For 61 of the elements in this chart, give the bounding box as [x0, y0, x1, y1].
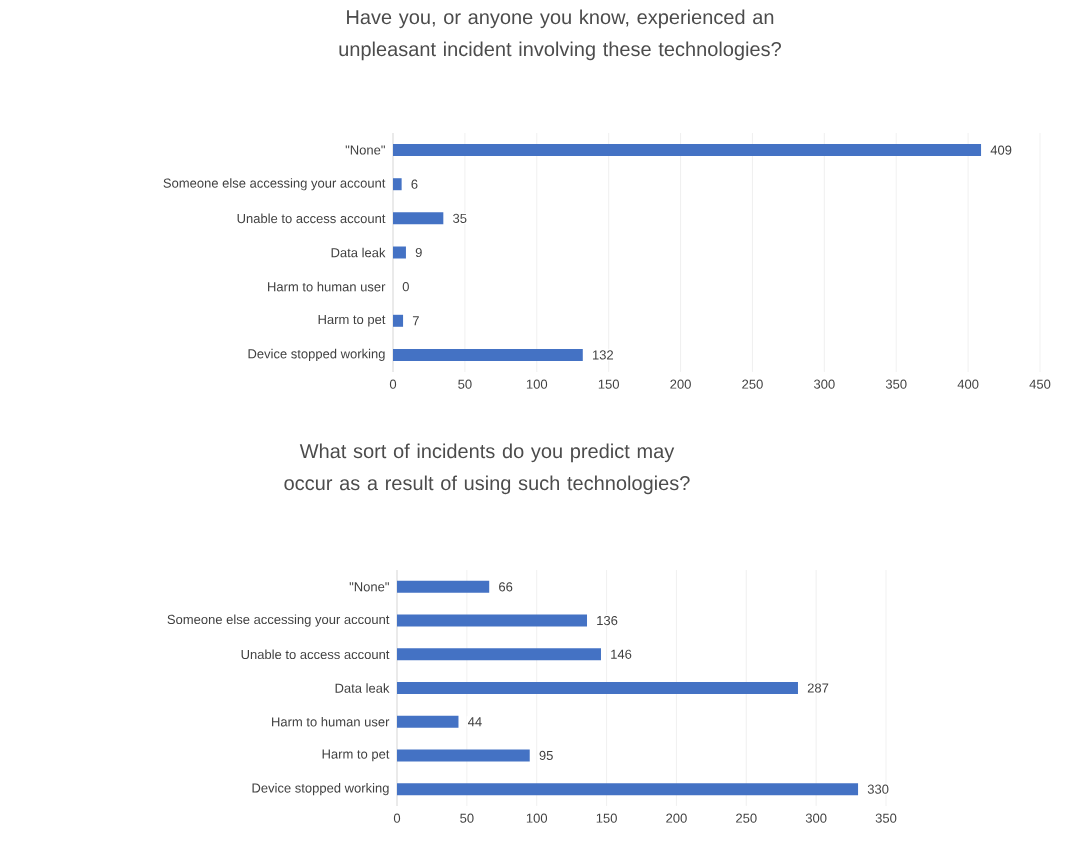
data-label: 95 [539, 750, 553, 761]
y-tick-label: Device stopped working [248, 348, 385, 361]
bar [397, 783, 859, 796]
bar [393, 178, 402, 191]
x-tick-label: 0 [393, 813, 401, 823]
x-tick-label: 150 [598, 379, 620, 389]
data-label: 66 [499, 582, 513, 592]
data-label: 0 [402, 282, 409, 292]
x-tick-label: 200 [670, 379, 691, 389]
x-tick-label: 400 [957, 379, 979, 389]
bar [397, 648, 601, 661]
y-tick-label: Unable to access account [241, 649, 390, 660]
y-tick-label: Harm to human user [272, 716, 390, 727]
data-label: 330 [867, 784, 889, 794]
y-tick-label: Harm to human user [268, 281, 386, 292]
bar [397, 682, 798, 694]
y-tick-label: Harm to pet [318, 314, 386, 327]
bar [397, 614, 588, 627]
x-tick-label: 350 [885, 379, 907, 389]
data-label: 35 [453, 213, 467, 223]
data-label: 9 [415, 247, 422, 258]
y-tick-label: Data leak [335, 683, 390, 693]
data-label: 6 [411, 179, 418, 189]
data-label: 146 [611, 649, 632, 659]
bar [393, 314, 404, 327]
y-tick-label: Data leak [331, 247, 386, 258]
x-tick-label: 50 [460, 813, 474, 823]
chart-title: Have you, or anyone you know, experienced an unpleasant incident involving these technologies? [339, 9, 781, 61]
data-label: 7 [412, 316, 419, 326]
bar [397, 715, 459, 728]
y-tick-label: Someone else accessing your account [163, 178, 386, 191]
chart-title: What sort of incidents do you predict may occur as a result of using such technologies? [284, 443, 690, 495]
data-label: 44 [467, 717, 482, 727]
y-tick-label: Device stopped working [252, 783, 389, 796]
x-tick-label: 300 [805, 813, 827, 823]
y-tick-label: Unable to access account [237, 213, 386, 224]
x-tick-label: 0 [389, 379, 397, 389]
y-tick-label: "None" [345, 145, 385, 155]
bar [393, 144, 982, 157]
y-tick-label: Someone else accessing your account [167, 614, 390, 627]
x-tick-label: 50 [458, 379, 472, 389]
data-label: 132 [592, 350, 614, 360]
x-tick-label: 350 [875, 813, 897, 823]
x-tick-label: 200 [666, 813, 687, 823]
bar [397, 749, 530, 762]
y-tick-label: Harm to pet [322, 749, 390, 762]
bar [393, 212, 444, 225]
x-tick-label: 300 [813, 379, 835, 389]
x-tick-label: 100 [526, 813, 548, 823]
y-tick-label: "None" [349, 582, 389, 592]
data-label: 136 [597, 615, 618, 626]
bar [393, 246, 406, 259]
x-tick-label: 450 [1029, 379, 1051, 389]
x-tick-label: 250 [736, 813, 757, 823]
bar [397, 580, 490, 593]
x-tick-label: 100 [526, 379, 548, 389]
x-tick-label: 150 [596, 813, 617, 823]
x-tick-label: 250 [742, 379, 763, 389]
data-label: 287 [807, 683, 829, 693]
bar [393, 348, 583, 361]
data-label: 409 [990, 145, 1012, 155]
